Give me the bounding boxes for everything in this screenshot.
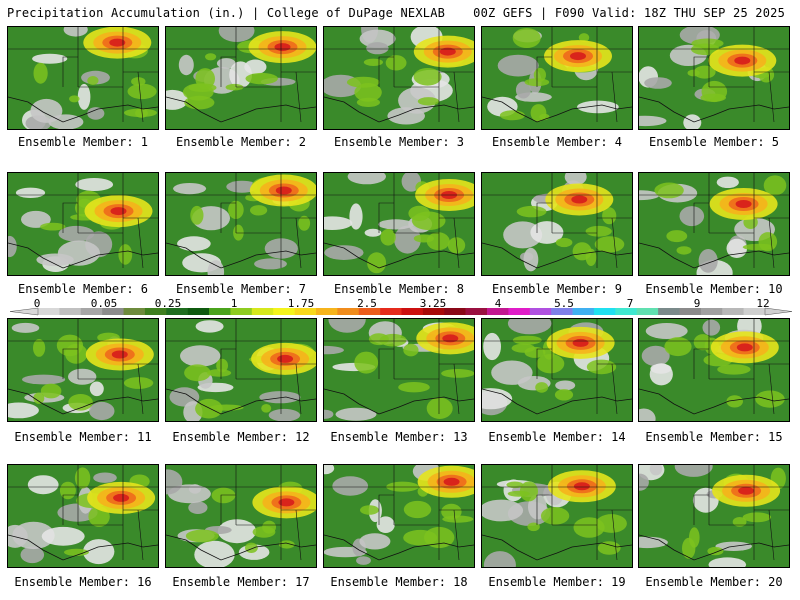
map-panel-1 [7, 26, 159, 130]
map-title: Precipitation Accumulation (in.) | Colle… [7, 6, 446, 20]
panel-label-17: Ensemble Member: 17 [172, 575, 310, 589]
colorbar-swatch [743, 308, 766, 315]
panel-label-1: Ensemble Member: 1 [17, 135, 149, 149]
panel-label-19: Ensemble Member: 19 [488, 575, 626, 589]
panel-label-10: Ensemble Member: 10 [645, 282, 783, 296]
panel-label-20: Ensemble Member: 20 [645, 575, 783, 589]
colorbar-tick-label: 12 [756, 297, 770, 310]
colorbar-swatch [593, 308, 616, 315]
map-panel-14 [481, 318, 633, 422]
colorbar-tick-label: 1 [230, 297, 238, 310]
map-panel-8 [323, 172, 475, 276]
panel-label-18: Ensemble Member: 18 [330, 575, 468, 589]
colorbar-tick-label: 1.75 [287, 297, 315, 310]
valid-time: 00Z GEFS | F090 Valid: 18Z THU SEP 25 20… [473, 6, 785, 20]
map-panel-9 [481, 172, 633, 276]
panel-label-5: Ensemble Member: 5 [648, 135, 780, 149]
colorbar-swatch [80, 308, 103, 315]
colorbar-swatch [401, 308, 424, 315]
colorbar-swatch [679, 308, 702, 315]
map-panel-19 [481, 464, 633, 568]
map-panel-10 [638, 172, 790, 276]
colorbar-tick-label: 2.5 [357, 297, 377, 310]
colorbar-tick-label: 0.05 [90, 297, 118, 310]
colorbar-tick-label: 4 [494, 297, 502, 310]
panel-label-4: Ensemble Member: 4 [491, 135, 623, 149]
panel-label-9: Ensemble Member: 9 [491, 282, 623, 296]
colorbar-swatch [615, 308, 637, 315]
map-panel-15 [638, 318, 790, 422]
map-panel-5 [638, 26, 790, 130]
panel-label-12: Ensemble Member: 12 [172, 430, 310, 444]
colorbar-swatch [230, 308, 253, 315]
colorbar-swatch [337, 308, 360, 315]
colorbar-swatch [38, 308, 60, 315]
map-panel-18 [323, 464, 475, 568]
map-panel-11 [7, 318, 159, 422]
panel-label-16: Ensemble Member: 16 [14, 575, 152, 589]
colorbar-swatch [144, 308, 167, 315]
colorbar-swatch [209, 308, 231, 315]
colorbar-swatch [251, 308, 274, 315]
colorbar-tick-label: 5.5 [554, 297, 574, 310]
colorbar-swatch [529, 308, 552, 315]
panel-label-3: Ensemble Member: 3 [333, 135, 465, 149]
colorbar-swatch [700, 308, 723, 315]
colorbar-swatch [465, 308, 488, 315]
colorbar-swatch [273, 308, 295, 315]
map-panel-16 [7, 464, 159, 568]
colorbar-swatch [294, 308, 317, 315]
panel-label-14: Ensemble Member: 14 [488, 430, 626, 444]
colorbar-swatch [658, 308, 680, 315]
colorbar [9, 307, 793, 316]
panel-label-7: Ensemble Member: 7 [175, 282, 307, 296]
colorbar-tick-label: 9 [693, 297, 701, 310]
colorbar-swatch [487, 308, 509, 315]
colorbar-swatch [166, 308, 188, 315]
colorbar-swatch [422, 308, 445, 315]
colorbar-swatch [59, 308, 82, 315]
map-panel-17 [165, 464, 317, 568]
colorbar-tick-label: 7 [626, 297, 634, 310]
map-panel-20 [638, 464, 790, 568]
map-panel-4 [481, 26, 633, 130]
colorbar-swatch [722, 308, 744, 315]
colorbar-swatch [358, 308, 381, 315]
colorbar-tick-label: 0.25 [154, 297, 182, 310]
colorbar-tick-label: 3.25 [419, 297, 447, 310]
colorbar-swatch [102, 308, 124, 315]
panel-label-11: Ensemble Member: 11 [14, 430, 152, 444]
panel-label-8: Ensemble Member: 8 [333, 282, 465, 296]
colorbar-swatch [315, 308, 338, 315]
colorbar-swatch [551, 308, 573, 315]
colorbar-tick-label: 0 [33, 297, 41, 310]
colorbar-swatch [444, 308, 466, 315]
colorbar-swatch [380, 308, 402, 315]
colorbar-swatch [508, 308, 531, 315]
map-panel-13 [323, 318, 475, 422]
map-panel-2 [165, 26, 317, 130]
map-panel-12 [165, 318, 317, 422]
panel-label-13: Ensemble Member: 13 [330, 430, 468, 444]
colorbar-swatch [123, 308, 146, 315]
panel-label-2: Ensemble Member: 2 [175, 135, 307, 149]
map-panel-3 [323, 26, 475, 130]
colorbar-swatch [572, 308, 595, 315]
panel-label-15: Ensemble Member: 15 [645, 430, 783, 444]
colorbar-swatch [187, 308, 210, 315]
colorbar-swatch [636, 308, 659, 315]
map-panel-6 [7, 172, 159, 276]
map-panel-7 [165, 172, 317, 276]
panel-label-6: Ensemble Member: 6 [17, 282, 149, 296]
